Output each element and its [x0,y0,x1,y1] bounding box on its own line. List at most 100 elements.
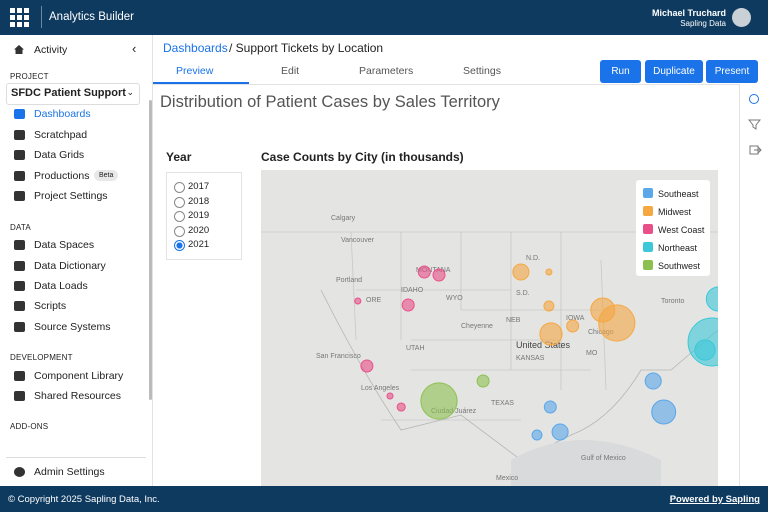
place-label: MO [586,350,598,357]
breadcrumb-current: / Support Tickets by Location [229,41,384,55]
bubble [539,322,563,346]
right-rail-icons[interactable] [748,94,762,158]
button[interactable]: Present [706,60,758,83]
legend-swatch [643,224,653,234]
app-title: Analytics Builder [49,11,135,23]
bubble [531,429,543,441]
filter-label: Year [166,150,192,164]
bubble [360,359,374,373]
nav-item[interactable]: Data Grids [34,149,85,161]
nav-item[interactable]: Dashboards [34,108,91,120]
nav-icon [14,371,25,381]
place-label: Toronto [661,298,684,305]
user-org: Sapling Data [680,19,726,28]
legend-box [636,180,710,276]
radio-label[interactable]: 2019 [188,210,210,221]
legend-label: Southeast [658,189,699,199]
place-label: Cheyenne [461,323,493,330]
bubble [694,339,716,361]
scrollbar [149,100,152,400]
nav-item[interactable]: Data Dictionary [34,260,106,272]
bubble [417,265,431,279]
radio-label[interactable]: 2018 [188,195,210,207]
legend-label: Northeast [658,243,698,253]
chevron: ⌄ [126,87,134,97]
top-bar: Analytics Builder Michael Truchard Sapli… [0,0,768,35]
radio-label[interactable]: 2017 [188,181,210,192]
nav-item[interactable]: Component Library [34,370,124,382]
apps-icon[interactable] [10,8,30,28]
map: Calgary Vancouver Portland MONTANA IDAHO ORE W… [261,170,718,486]
map-title: Case Counts by City (in thousands) [261,150,464,164]
tab[interactable]: Edit [281,65,300,77]
place-label: MONTANA [416,267,451,274]
bubble [651,399,677,425]
bubble [543,400,557,414]
bubble [566,319,580,333]
place-label: Los Angeles [361,385,400,392]
bubble [401,298,415,312]
place-label: San Francisco [316,353,361,360]
bubble [705,286,718,312]
radio[interactable] [174,211,185,222]
tab[interactable]: Settings [463,65,501,77]
place-label: WYO [446,295,463,302]
nav-item[interactable]: Data Loads [34,280,88,292]
tab-indicator [153,82,249,84]
tab[interactable]: Preview [176,65,214,77]
section-label: PROJECT [10,72,49,81]
nav-icon [14,391,25,401]
place-label: S.D. [516,290,530,297]
legend-swatch [643,242,653,252]
nav-item[interactable]: Project Settings [34,190,108,202]
powered-by[interactable]: Powered by Sapling [669,494,760,505]
beta-badge: Beta [94,170,119,181]
nav-item[interactable]: Scripts [34,300,67,312]
collapse-icon[interactable]: ‹ [132,41,137,56]
legend-swatch [643,206,653,216]
button[interactable]: Duplicate [645,60,703,83]
nav-item[interactable]: Shared Resources [34,390,121,402]
breadcrumb-link[interactable]: Dashboards [163,41,228,55]
project-select[interactable]: SFDC Patient Support ⌄ [6,83,140,105]
nav-icon [14,130,25,140]
radio[interactable] [174,225,185,237]
copyright: © Copyright 2025 Sapling Data, Inc. [8,494,160,505]
place-label: United States [516,340,571,350]
project-name: SFDC Patient Support [11,87,126,99]
place-label: IDAHO [401,287,424,294]
nav-item[interactable]: Admin Settings [34,466,105,478]
nav-icon [14,322,25,332]
bubble [598,304,636,342]
place-label: Vancouver [341,237,375,244]
radio[interactable] [174,240,185,251]
nav-item[interactable]: Data Spaces [34,239,95,251]
radio[interactable] [174,196,185,208]
nav-item[interactable]: Activity [34,44,68,56]
bubble [551,423,569,441]
radio-label[interactable]: 2020 [188,224,210,236]
tab[interactable]: Parameters [359,65,414,77]
section-label: DEVELOPMENT [10,353,73,362]
place-label: KANSAS [516,355,545,362]
radio[interactable] [174,182,185,193]
section-label: ADD-ONS [10,422,49,431]
section-label: DATA [10,223,31,232]
radio-label[interactable]: 2021 [188,239,210,250]
bubble [396,402,406,412]
legend-label: West Coast [658,225,705,235]
nav-item[interactable]: Productions [34,170,90,182]
bubble [386,392,394,400]
place-label: TEXAS [491,400,514,407]
place-label: Mexico [496,475,518,482]
bubble [432,268,446,282]
button[interactable]: Run [600,60,641,83]
nav-item[interactable]: Source Systems [34,321,111,333]
nav-item[interactable]: Scratchpad [34,129,88,141]
sidebar: Activity ‹ PROJECT SFDC Patient Support … [0,35,153,486]
legend-label: Midwest [658,207,692,217]
nav-icon [14,281,25,291]
avatar[interactable] [732,8,751,27]
bubble [420,382,458,420]
